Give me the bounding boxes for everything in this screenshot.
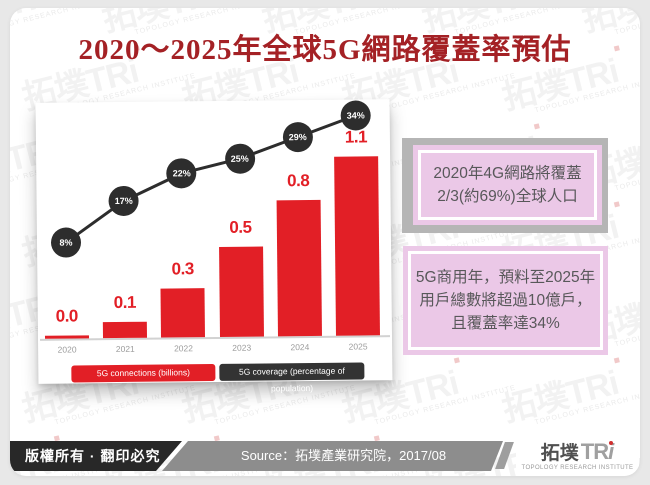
- coverage-dot: 25%: [224, 143, 255, 174]
- combo-chart: 0.0 0.1 0.3 0.5 0.8 1.1 2020 2021 2022 2023 2024 2…: [35, 99, 393, 393]
- note-line: 用戶總數將超過10億戶，: [419, 291, 592, 309]
- legend-coverage: 5G coverage (percentage of population): [219, 362, 365, 393]
- coverage-dot: 8%: [50, 227, 82, 258]
- logo-subtitle: TOPOLOGY RESEARCH INSTITUTE: [521, 465, 634, 471]
- logo-tr-text: TR: [580, 439, 609, 464]
- highlight-box-1: 2020年4G網路將覆蓋 2/3(約69%)全球人口: [413, 145, 602, 225]
- tri-logo: 拓墣 TR i TOPOLOGY RESEARCH INSTITUTE: [516, 434, 639, 476]
- coverage-dot: 29%: [282, 121, 313, 153]
- highlight-box-2: 5G商用年，預料至2025年 用戶總數將超過10億戶， 且覆蓋率達34%: [403, 246, 608, 355]
- note-line: 2/3(約69%)全球人口: [437, 188, 578, 205]
- logo-i-text: i: [608, 439, 615, 464]
- coverage-dot: 34%: [340, 100, 371, 131]
- note-line: 2020年4G網路將覆蓋: [433, 164, 582, 182]
- coverage-line: [65, 114, 357, 244]
- note-line: 5G商用年，預料至2025年: [415, 268, 596, 286]
- highlight-box-1-frame: 2020年4G網路將覆蓋 2/3(約69%)全球人口: [402, 138, 608, 233]
- note-line: 且覆蓋率達34%: [451, 315, 560, 333]
- legend-connections: 5G connections (billions): [71, 363, 216, 383]
- source-banner: Source：拓墣產業研究院，2017/08: [162, 441, 503, 471]
- copyright-banner: 版權所有 · 翻印必究: [10, 441, 182, 471]
- page-title: 2020～2025年全球5G網路覆蓋率預估: [78, 34, 572, 66]
- logo-cjk-text: 拓墣: [540, 443, 579, 464]
